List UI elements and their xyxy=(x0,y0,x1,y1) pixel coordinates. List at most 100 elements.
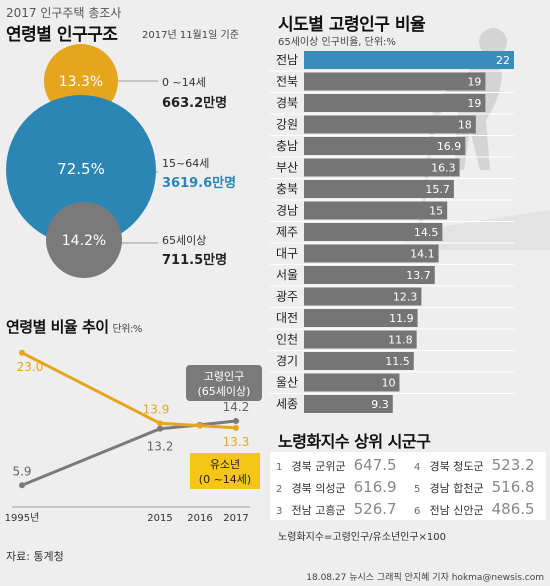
aging-index-title: 노령화지수 상위 시군구 xyxy=(278,432,431,451)
bar-category-label: 전북 xyxy=(276,75,298,89)
bar-row-1: 전북 19 xyxy=(270,72,514,93)
bar-category-label: 대구 xyxy=(276,247,298,261)
young-label-2017: 13.3 xyxy=(223,435,250,449)
bar-value-label: 16.9 xyxy=(437,140,462,153)
bar-value-label: 12.3 xyxy=(393,291,418,304)
bar-category-label: 경남 xyxy=(276,204,298,218)
bar-value-label: 13.7 xyxy=(406,269,431,282)
svg-text:유소년: 유소년 xyxy=(210,458,240,471)
bar xyxy=(304,244,439,263)
old-label-2017: 14.2 xyxy=(223,400,250,414)
data-point xyxy=(233,424,239,431)
bar-chart-title: 시도별 고령인구 비율 xyxy=(278,15,426,35)
list-item: 5 경남 합천군 516.8 xyxy=(414,478,535,496)
bar-value-label: 14.5 xyxy=(414,226,439,239)
bar xyxy=(304,158,460,177)
x-tick-label: 2015 xyxy=(147,513,172,524)
bar-row-10: 서울 13.7 xyxy=(270,266,514,287)
svg-text:고령인구: 고령인구 xyxy=(204,370,244,383)
data-point xyxy=(197,422,203,429)
bar xyxy=(304,352,414,370)
bar-row-7: 경남 15 xyxy=(270,201,514,222)
bar xyxy=(304,94,486,112)
bar-category-label: 세종 xyxy=(276,397,298,411)
bubble-working xyxy=(6,95,156,245)
bubble-working-pct: 72.5% xyxy=(57,160,105,178)
bar xyxy=(304,330,417,349)
bar-category-label: 제주 xyxy=(276,225,298,239)
region-bar-chart: 전남 22 전북 19 경북 19 강원 18 충남 16.9 부산 16.3 충북 15.7 경남 15 제주… xyxy=(270,51,514,413)
svg-text:(0 ~14세): (0 ~14세) xyxy=(199,473,251,486)
bar-category-label: 충북 xyxy=(276,182,298,196)
bar xyxy=(304,51,514,69)
working-pop-label: 3619.6만명 xyxy=(162,176,237,191)
bar-category-label: 서울 xyxy=(276,268,298,282)
bar-category-label: 대전 xyxy=(276,311,298,325)
aging-index-table: 1 경북 군위군 647.5 2 경북 의성군 616.9 3 전남 고흥군 526.… xyxy=(270,452,546,520)
bar-value-label: 11.5 xyxy=(385,355,410,368)
bar-value-label: 10 xyxy=(381,377,395,390)
bar-row-11: 광주 12.3 xyxy=(270,287,514,308)
x-tick-label: 2016 xyxy=(187,513,212,524)
source-label: 자료: 통계청 xyxy=(6,550,64,563)
date-label: 2017년 11월1일 기준 xyxy=(142,30,239,41)
x-tick-label: 1995년 xyxy=(5,512,40,524)
trend-chart-title: 연령별 비율 추이 단위:% xyxy=(6,318,142,336)
data-point xyxy=(157,420,163,427)
bar-value-label: 9.3 xyxy=(371,398,389,411)
bar xyxy=(304,137,466,155)
bar-row-9: 대구 14.1 xyxy=(270,244,514,265)
bubble-young-pct: 13.3% xyxy=(59,74,103,90)
data-point xyxy=(19,482,25,489)
aging-index-formula: 노령화지수=고령인구/유소년인구×100 xyxy=(278,532,447,543)
bar-row-16: 세종 9.3 xyxy=(276,395,393,413)
young-age-label: 0 ~14세 xyxy=(162,76,206,89)
bar-value-label: 15.7 xyxy=(425,183,450,196)
credit-label: 18.08.27 뉴시스 그래픽 안지혜 기자 hokma@newsis.com xyxy=(306,573,544,583)
bar xyxy=(304,115,476,134)
bubble-old xyxy=(46,202,122,278)
bar-row-12: 대전 11.9 xyxy=(270,309,514,330)
bar-category-label: 부산 xyxy=(276,161,298,175)
old-label-2015: 13.2 xyxy=(147,440,174,454)
bar xyxy=(304,309,418,327)
age-structure-bubbles: 13.3% 72.5% 14.2% xyxy=(6,44,158,278)
bar-value-label: 16.3 xyxy=(431,162,456,175)
bar xyxy=(304,287,422,306)
bar xyxy=(304,72,486,91)
bar-value-label: 11.9 xyxy=(389,312,414,325)
bar-row-14: 경기 11.5 xyxy=(270,352,514,373)
bar-category-label: 울산 xyxy=(276,376,298,390)
bar xyxy=(304,223,443,241)
x-tick-label: 2017 xyxy=(223,513,248,524)
bar-row-13: 인천 11.8 xyxy=(270,330,514,351)
bar-row-8: 제주 14.5 xyxy=(270,223,514,244)
legend-young: 유소년 (0 ~14세) xyxy=(190,453,260,489)
young-pop-label: 663.2만명 xyxy=(162,96,228,111)
list-item: 4 경북 청도군 523.2 xyxy=(414,456,535,474)
bar-row-3: 강원 18 xyxy=(270,115,514,136)
bubble-old-pct: 14.2% xyxy=(62,233,106,249)
old-age-label: 65세이상 xyxy=(162,234,207,247)
young-label-2015: 13.9 xyxy=(143,402,170,416)
survey-label: 2017 인구주택 총조사 xyxy=(6,6,122,20)
list-item: 3 전남 고흥군 526.7 xyxy=(276,500,397,518)
bar-value-label: 19 xyxy=(467,76,481,89)
old-pop-label: 711.5만명 xyxy=(162,253,228,268)
data-point xyxy=(157,425,163,432)
list-item: 2 경북 의성군 616.9 xyxy=(276,478,397,496)
bar-row-4: 충남 16.9 xyxy=(270,137,514,158)
working-age-label: 15~64세 xyxy=(162,157,210,170)
old-series-line xyxy=(21,419,237,487)
bar-category-label: 인천 xyxy=(276,332,298,347)
bar-row-0: 전남 22 xyxy=(270,51,514,72)
bar-value-label: 11.8 xyxy=(388,334,413,347)
trend-line-chart: 1995년 2015 2016 2017 5.9 13.2 14.2 23.0 13.9 13.3… xyxy=(5,349,262,524)
bar-category-label: 광주 xyxy=(276,290,298,304)
bar-value-label: 22 xyxy=(496,54,510,67)
bar-row-15: 울산 10 xyxy=(270,373,514,394)
bar xyxy=(304,266,435,284)
bar-category-label: 전남 xyxy=(276,53,298,67)
bar xyxy=(304,180,454,198)
bar-category-label: 경기 xyxy=(276,354,298,368)
